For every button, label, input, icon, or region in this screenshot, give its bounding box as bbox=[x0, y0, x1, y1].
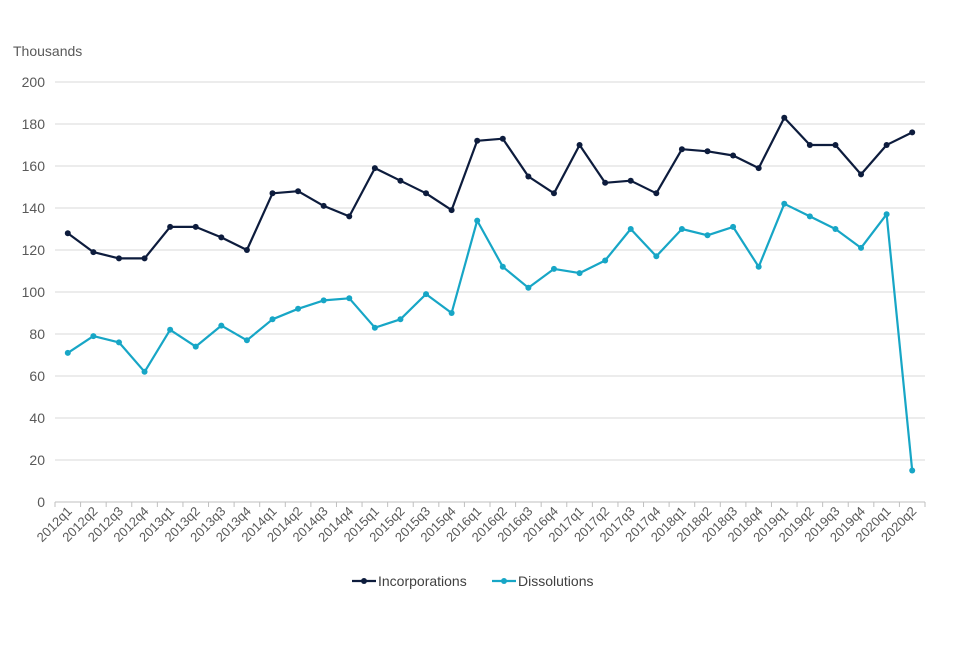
data-point bbox=[781, 200, 788, 207]
data-point bbox=[627, 226, 634, 232]
x-axis-ticks: 2012q12012q22012q32012q42013q12013q22013… bbox=[34, 502, 926, 545]
data-point bbox=[858, 171, 865, 178]
data-point bbox=[602, 179, 609, 186]
data-point bbox=[806, 213, 813, 220]
data-point bbox=[423, 291, 430, 298]
data-point bbox=[832, 142, 839, 148]
data-point bbox=[576, 270, 583, 277]
legend-label: Dissolutions bbox=[518, 573, 593, 589]
series-lines bbox=[64, 114, 916, 474]
data-point bbox=[295, 305, 302, 312]
legend-label: Incorporations bbox=[378, 573, 467, 589]
data-point bbox=[576, 142, 583, 148]
data-point bbox=[243, 247, 250, 253]
data-point bbox=[397, 316, 404, 323]
data-point bbox=[192, 223, 199, 230]
data-point bbox=[115, 255, 122, 262]
legend: Incorporations Dissolutions bbox=[352, 573, 593, 589]
y-axis-ticks: 0 20 40 60 80 100 120 140 160 180 200 bbox=[22, 74, 46, 510]
data-point bbox=[883, 142, 890, 148]
data-point bbox=[755, 263, 762, 270]
data-point bbox=[474, 217, 481, 224]
data-point bbox=[320, 297, 327, 304]
data-point bbox=[269, 190, 276, 197]
data-point bbox=[448, 310, 455, 316]
data-point bbox=[883, 211, 890, 218]
series-line bbox=[67, 116, 913, 260]
data-point bbox=[346, 213, 353, 220]
data-point bbox=[218, 234, 225, 241]
data-point bbox=[64, 349, 71, 356]
data-point bbox=[832, 226, 839, 232]
data-point bbox=[64, 230, 71, 237]
data-point bbox=[423, 190, 430, 197]
data-point bbox=[141, 255, 148, 262]
data-point bbox=[320, 202, 327, 209]
y-tick-label: 120 bbox=[22, 242, 46, 258]
data-point bbox=[397, 177, 404, 184]
data-point bbox=[653, 253, 660, 260]
data-point bbox=[218, 322, 225, 329]
data-point bbox=[730, 152, 737, 159]
data-point bbox=[678, 146, 685, 153]
y-tick-label: 200 bbox=[22, 74, 46, 90]
data-point bbox=[90, 249, 97, 256]
data-point bbox=[525, 173, 532, 180]
data-point bbox=[243, 337, 250, 344]
data-point bbox=[781, 114, 788, 121]
data-point bbox=[909, 467, 916, 474]
legend-swatch-marker bbox=[361, 578, 367, 584]
data-point bbox=[602, 257, 609, 264]
series-incorporations bbox=[64, 114, 916, 262]
data-point bbox=[167, 223, 174, 230]
data-point bbox=[192, 343, 199, 350]
data-point bbox=[858, 244, 865, 251]
data-point bbox=[371, 165, 378, 172]
data-point bbox=[167, 326, 174, 333]
data-point bbox=[550, 265, 557, 272]
gridlines bbox=[55, 81, 925, 503]
data-point bbox=[704, 232, 711, 239]
data-point bbox=[371, 324, 378, 331]
y-tick-label: 160 bbox=[22, 158, 46, 174]
data-point bbox=[678, 226, 685, 232]
series-line bbox=[67, 202, 914, 471]
data-point bbox=[499, 263, 506, 270]
y-tick-label: 180 bbox=[22, 116, 46, 132]
data-point bbox=[448, 207, 455, 214]
y-tick-label: 140 bbox=[22, 200, 46, 216]
legend-item-dissolutions: Dissolutions bbox=[492, 573, 593, 589]
data-point bbox=[730, 223, 737, 230]
data-point bbox=[499, 135, 506, 142]
data-point bbox=[90, 333, 97, 340]
data-point bbox=[627, 177, 634, 184]
data-point bbox=[909, 129, 916, 136]
y-tick-label: 0 bbox=[37, 494, 45, 510]
series-dissolutions bbox=[64, 200, 916, 474]
data-point bbox=[295, 188, 302, 195]
y-tick-label: 60 bbox=[29, 368, 45, 384]
data-point bbox=[474, 137, 481, 144]
y-tick-label: 40 bbox=[29, 410, 45, 426]
data-point bbox=[550, 190, 557, 197]
y-axis-unit-label: Thousands bbox=[13, 43, 82, 59]
data-point bbox=[525, 284, 532, 291]
data-point bbox=[115, 339, 122, 346]
legend-item-incorporations: Incorporations bbox=[352, 573, 467, 589]
data-point bbox=[755, 165, 762, 172]
data-point bbox=[141, 368, 148, 375]
data-point bbox=[269, 316, 276, 323]
legend-swatch-marker bbox=[501, 578, 507, 584]
y-tick-label: 100 bbox=[22, 284, 46, 300]
data-point bbox=[806, 142, 813, 148]
data-point bbox=[704, 148, 711, 155]
y-tick-label: 20 bbox=[29, 452, 45, 468]
y-tick-label: 80 bbox=[29, 326, 45, 342]
data-point bbox=[346, 295, 353, 302]
data-point bbox=[653, 190, 660, 197]
